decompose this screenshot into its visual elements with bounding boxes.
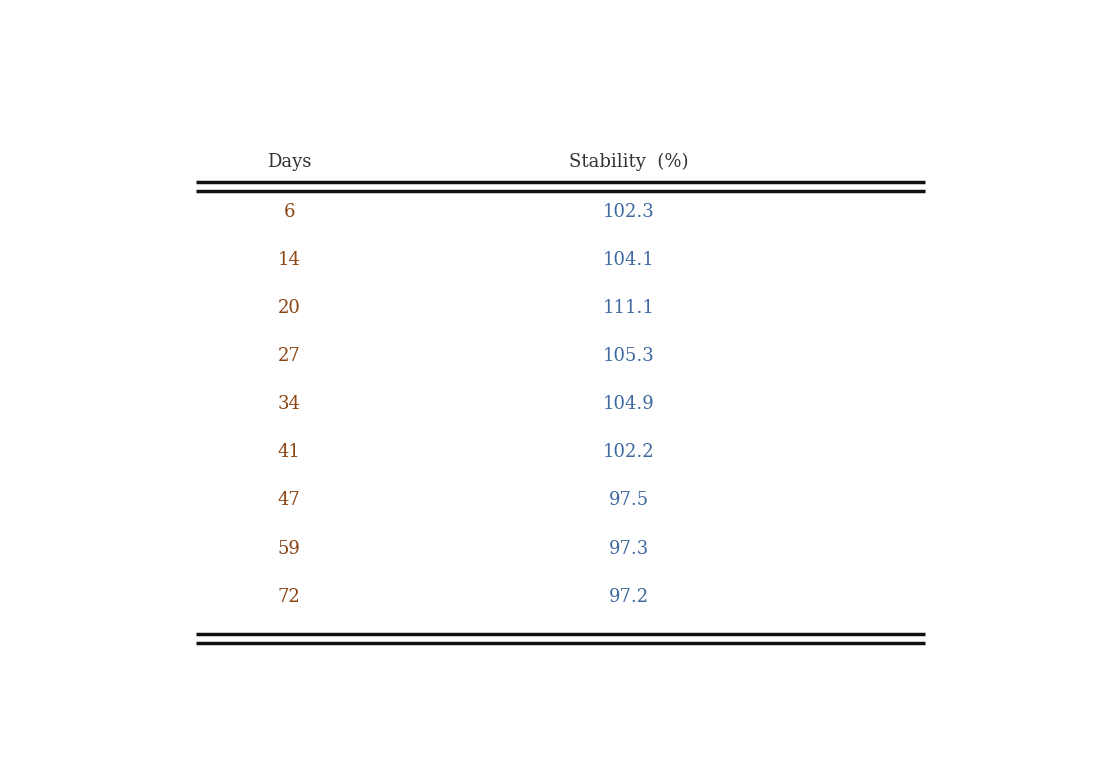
Text: 27: 27 bbox=[278, 347, 301, 365]
Text: 6: 6 bbox=[283, 203, 295, 221]
Text: 41: 41 bbox=[278, 443, 301, 461]
Text: 97.3: 97.3 bbox=[608, 539, 649, 558]
Text: 14: 14 bbox=[278, 251, 301, 269]
Text: 104.9: 104.9 bbox=[603, 395, 654, 413]
Text: 20: 20 bbox=[278, 299, 301, 317]
Text: 97.2: 97.2 bbox=[608, 588, 649, 606]
Text: 104.1: 104.1 bbox=[603, 251, 654, 269]
Text: 72: 72 bbox=[278, 588, 301, 606]
Text: Days: Days bbox=[267, 153, 312, 171]
Text: 105.3: 105.3 bbox=[603, 347, 654, 365]
Text: 102.2: 102.2 bbox=[603, 443, 654, 461]
Text: 102.3: 102.3 bbox=[603, 203, 654, 221]
Text: Stability  (%): Stability (%) bbox=[569, 152, 688, 171]
Text: 47: 47 bbox=[278, 491, 301, 510]
Text: 111.1: 111.1 bbox=[603, 299, 654, 317]
Text: 97.5: 97.5 bbox=[608, 491, 649, 510]
Text: 34: 34 bbox=[278, 395, 301, 413]
Text: 59: 59 bbox=[278, 539, 301, 558]
